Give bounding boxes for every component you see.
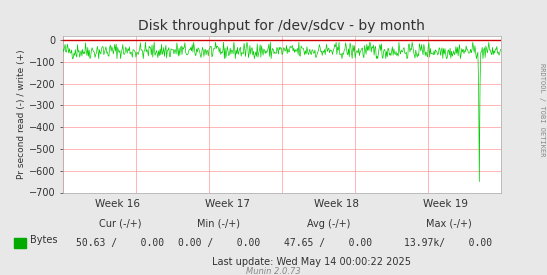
Text: Max (-/+): Max (-/+) bbox=[426, 219, 472, 229]
Text: Week 19: Week 19 bbox=[423, 199, 468, 209]
Text: Munin 2.0.73: Munin 2.0.73 bbox=[246, 267, 301, 275]
Text: 0.00 /    0.00: 0.00 / 0.00 bbox=[178, 238, 260, 248]
Title: Disk throughput for /dev/sdcv - by month: Disk throughput for /dev/sdcv - by month bbox=[138, 19, 425, 33]
Text: Week 17: Week 17 bbox=[205, 199, 249, 209]
Text: Week 16: Week 16 bbox=[95, 199, 140, 209]
Text: Avg (-/+): Avg (-/+) bbox=[306, 219, 350, 229]
Text: Bytes: Bytes bbox=[30, 235, 57, 245]
Text: Cur (-/+): Cur (-/+) bbox=[99, 219, 142, 229]
Text: 50.63 /    0.00: 50.63 / 0.00 bbox=[76, 238, 165, 248]
Text: Week 18: Week 18 bbox=[314, 199, 359, 209]
Text: 47.65 /    0.00: 47.65 / 0.00 bbox=[284, 238, 373, 248]
Text: Last update: Wed May 14 00:00:22 2025: Last update: Wed May 14 00:00:22 2025 bbox=[212, 257, 411, 267]
Y-axis label: Pr second read (-) / write (+): Pr second read (-) / write (+) bbox=[17, 49, 26, 179]
Text: Min (-/+): Min (-/+) bbox=[197, 219, 240, 229]
Text: RRDTOOL / TOBI OETIKER: RRDTOOL / TOBI OETIKER bbox=[539, 63, 545, 157]
Text: 13.97k/    0.00: 13.97k/ 0.00 bbox=[404, 238, 493, 248]
